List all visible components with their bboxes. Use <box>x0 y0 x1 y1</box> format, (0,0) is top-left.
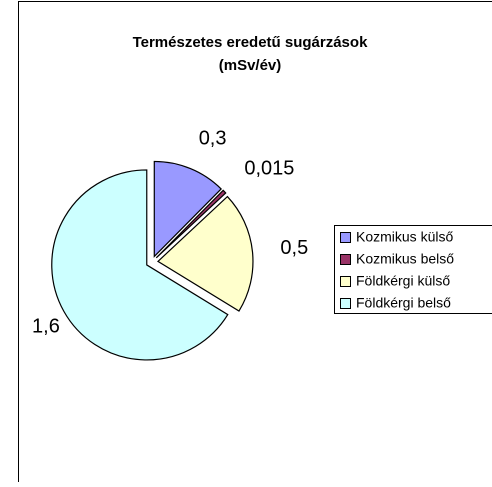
legend-swatch <box>341 299 351 309</box>
legend-label: Földkérgi belső <box>356 295 451 311</box>
chart-subtitle: (mSv/év) <box>219 57 282 74</box>
legend-swatch <box>341 233 351 243</box>
data-label: 1,6 <box>32 315 60 337</box>
data-label: 0,5 <box>280 237 308 259</box>
data-label: 0,3 <box>199 127 227 149</box>
chart-title: Természetes eredetű sugárzások <box>133 34 368 51</box>
legend-label: Kozmikus belső <box>356 251 454 267</box>
legend-swatch <box>341 277 351 287</box>
legend-label: Kozmikus külső <box>356 229 453 245</box>
data-label: 0,015 <box>244 158 294 180</box>
legend-label: Földkérgi külső <box>356 273 450 289</box>
legend-swatch <box>341 255 351 265</box>
